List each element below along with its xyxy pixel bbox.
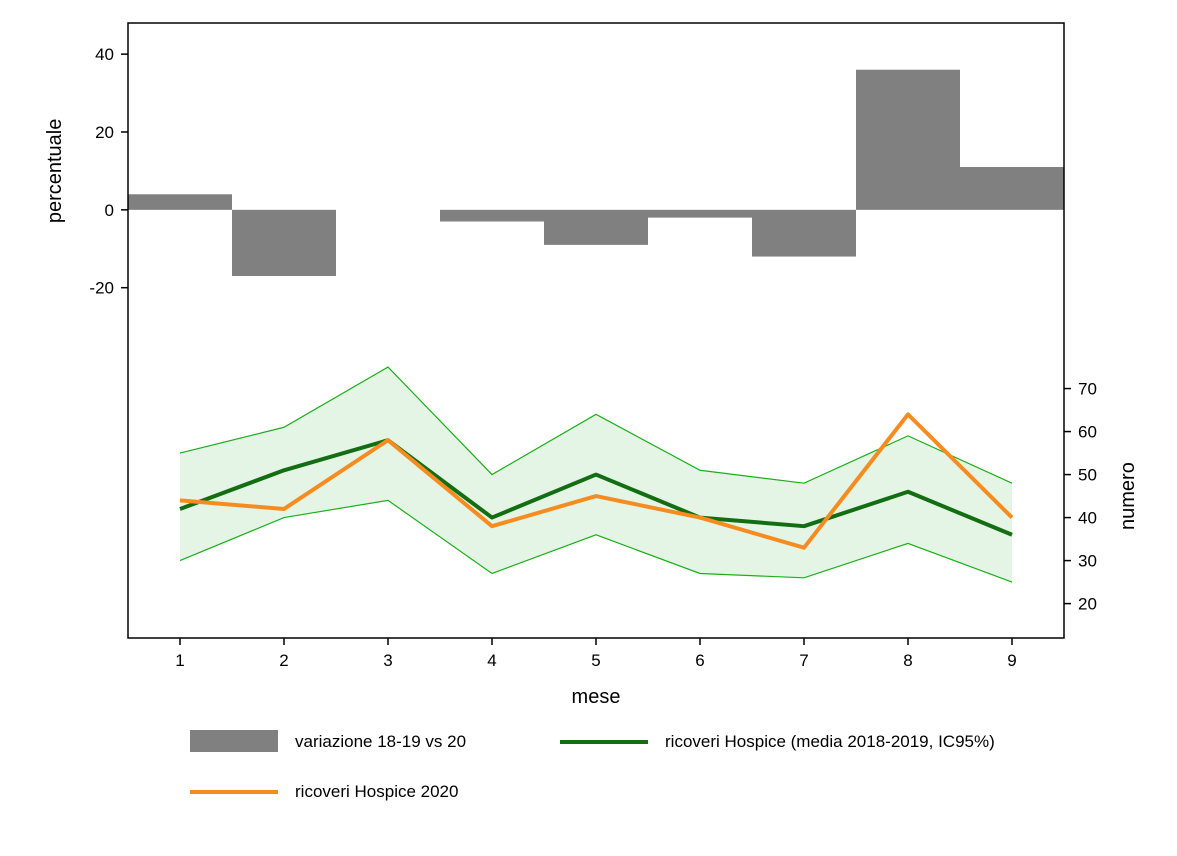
y-right-tick-label: 60 — [1078, 423, 1097, 442]
y-right-tick-label: 50 — [1078, 466, 1097, 485]
legend-label-2020: ricoveri Hospice 2020 — [295, 782, 458, 801]
legend-swatch-bars — [190, 730, 278, 752]
y-left-tick-label: 0 — [105, 201, 114, 220]
legend-label-mean: ricoveri Hospice (media 2018-2019, IC95%… — [665, 732, 995, 751]
chart-svg: 1 2 3 4 5 6 7 8 9 mese -20 0 20 40 percentuale 20 30 40 50… — [0, 0, 1177, 856]
legend-label-bars: variazione 18-19 vs 20 — [295, 732, 466, 751]
bar — [440, 210, 544, 222]
x-tick-label: 5 — [591, 651, 600, 670]
bar — [648, 210, 752, 218]
y-left-tick-label: 40 — [95, 45, 114, 64]
x-tick-label: 7 — [799, 651, 808, 670]
y-left-tick-label: -20 — [89, 279, 114, 298]
x-tick-label: 1 — [175, 651, 184, 670]
bar — [856, 70, 960, 210]
x-tick-label: 6 — [695, 651, 704, 670]
x-tick-label: 8 — [903, 651, 912, 670]
y-right-tick-label: 20 — [1078, 595, 1097, 614]
y-right-tick-label: 40 — [1078, 509, 1097, 528]
y-right-axis-label: numero — [1117, 462, 1139, 530]
chart-container: 1 2 3 4 5 6 7 8 9 mese -20 0 20 40 percentuale 20 30 40 50… — [0, 0, 1177, 856]
x-tick-label: 4 — [487, 651, 496, 670]
x-axis-label: mese — [572, 686, 621, 708]
y-left-axis-label: percentuale — [44, 119, 66, 224]
bar — [128, 194, 232, 210]
y-right-tick-label: 30 — [1078, 552, 1097, 571]
bar — [544, 210, 648, 245]
bar — [232, 210, 336, 276]
y-left-tick-label: 20 — [95, 123, 114, 142]
bar — [752, 210, 856, 257]
x-tick-label: 2 — [279, 651, 288, 670]
x-tick-label: 9 — [1007, 651, 1016, 670]
y-right-tick-label: 70 — [1078, 380, 1097, 399]
bar — [960, 167, 1064, 210]
x-tick-label: 3 — [383, 651, 392, 670]
